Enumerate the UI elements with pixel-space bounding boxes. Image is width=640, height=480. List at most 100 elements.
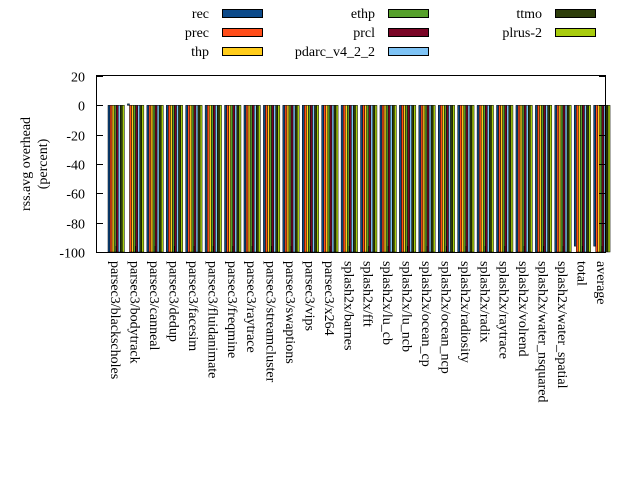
bar-ttmo-parsec3-x264 — [333, 105, 337, 253]
bar-rec-splash2x-radiosity — [457, 105, 460, 253]
bar-plrus-2-splash2x-water-spatial — [568, 105, 572, 253]
legend-swatch — [388, 9, 429, 18]
bar-plrus-2-parsec3-freqmine — [238, 105, 242, 253]
bar-pdarc_v4_2_2-parsec3-swaptions — [292, 105, 296, 253]
bar-prec-splash2x-fft — [362, 105, 365, 253]
x-tick-label: average — [593, 261, 608, 305]
bar-ttmo-parsec3-streamcluster — [275, 105, 279, 253]
bar-ethp-parsec3-blackscholes — [113, 105, 117, 253]
bar-rec-splash2x-fft — [360, 105, 363, 253]
x-tick-label: parsec3/blackscholes — [107, 261, 122, 379]
bar-plrus-2-splash2x-raytrace — [510, 105, 514, 253]
bar-prcl-splash2x-water-spatial — [562, 105, 566, 253]
bar-ethp-total — [580, 105, 583, 253]
bar-prcl-parsec3-x264 — [329, 105, 333, 253]
bar-prcl-splash2x-ocean-ncp — [446, 105, 449, 253]
bar-ttmo-parsec3-bodytrack — [139, 105, 143, 253]
bar-prcl-parsec3-raytrace — [251, 105, 255, 253]
bar-pdarc_v4_2_2-parsec3-freqmine — [234, 105, 238, 253]
bar-thp-parsec3-bodytrack — [131, 105, 134, 253]
bar-prcl-parsec3-fluidanimate — [213, 105, 216, 253]
bar-ethp-splash2x-volrend — [521, 105, 525, 253]
bar-prec-parsec3-swaptions — [284, 105, 288, 253]
bar-prec-splash2x-radiosity — [459, 105, 463, 253]
bar-pdarc_v4_2_2-splash2x-ocean-ncp — [448, 105, 451, 253]
bar-plrus-2-splash2x-ocean-ncp — [452, 105, 455, 253]
bar-pdarc_v4_2_2-splash2x-raytrace — [506, 105, 510, 253]
bar-plrus-2-parsec3-raytrace — [258, 105, 261, 253]
y-tick-label: -100 — [59, 247, 85, 262]
bar-thp-splash2x-barnes — [344, 105, 348, 253]
x-tick-label: splash2x/ocean_ncp — [437, 261, 452, 374]
bar-pdarc_v4_2_2-parsec3-blackscholes — [118, 105, 121, 253]
bar-ethp-parsec3-freqmine — [230, 105, 234, 253]
bar-ethp-splash2x-water-spatial — [560, 105, 564, 253]
y-tick-label: 20 — [71, 71, 85, 86]
bar-prec-average — [595, 105, 599, 253]
x-axis: parsec3/blackscholes parsec3/bodytrack par… — [107, 246, 608, 403]
bar-ttmo-parsec3-raytrace — [256, 105, 259, 253]
bar-ttmo-splash2x-radix — [489, 105, 492, 253]
bar-ethp-parsec3-streamcluster — [269, 105, 272, 253]
bar-ethp-parsec3-bodytrack — [133, 105, 136, 253]
bar-ttmo-parsec3-freqmine — [236, 105, 240, 253]
bar-prcl-splash2x-ocean-cp — [426, 105, 430, 253]
x-tick-label: parsec3/x264 — [321, 261, 336, 336]
bar-prcl-splash2x-barnes — [349, 105, 352, 253]
x-tick-label: parsec3/streamcluster — [263, 261, 278, 383]
bar-plrus-2-average — [607, 105, 611, 253]
bar-ttmo-splash2x-volrend — [528, 105, 531, 253]
bar-thp-parsec3-streamcluster — [267, 105, 270, 253]
bar-thp-parsec3-swaptions — [286, 105, 290, 253]
bar-ethp-splash2x-ocean-ncp — [444, 105, 447, 253]
bar-pdarc_v4_2_2-parsec3-vips — [312, 105, 315, 253]
bar-thp-splash2x-ocean-ncp — [442, 105, 445, 253]
bar-ethp-splash2x-water-nsquared — [541, 105, 544, 253]
x-tick-label: splash2x/ocean_cp — [418, 261, 433, 367]
bar-rec-parsec3-canneal — [146, 105, 150, 253]
y-axis-label-line-1: rss.avg overhead — [19, 117, 34, 211]
bar-rec-parsec3-vips — [302, 105, 305, 253]
legend-label: thp — [191, 45, 209, 60]
bar-ttmo-splash2x-lu-ncb — [411, 105, 415, 253]
bar-prcl-parsec3-dedup — [174, 105, 177, 253]
bar-prec-splash2x-volrend — [517, 105, 521, 253]
bar-prec-parsec3-dedup — [168, 105, 171, 253]
bar-plrus-2-splash2x-lu-cb — [394, 105, 397, 253]
bar-plrus-2-parsec3-facesim — [199, 105, 203, 253]
bar-thp-parsec3-x264 — [325, 105, 329, 253]
bar-pdarc_v4_2_2-parsec3-x264 — [331, 105, 335, 253]
bar-plrus-2-parsec3-fluidanimate — [219, 105, 222, 253]
legend-swatch — [222, 47, 263, 56]
bar-plrus-2-splash2x-barnes — [355, 105, 358, 253]
bar-rec-splash2x-water-nsquared — [535, 105, 538, 253]
bar-prcl-parsec3-blackscholes — [115, 105, 119, 253]
legend-label: ttmo — [516, 7, 542, 22]
bar-pdarc_v4_2_2-total — [584, 105, 587, 253]
bar-prec-parsec3-streamcluster — [265, 105, 268, 253]
bar-ttmo-average — [605, 105, 609, 253]
legend-swatch — [555, 28, 596, 37]
bar-ethp-parsec3-canneal — [152, 105, 156, 253]
bar-prcl-splash2x-water-nsquared — [543, 105, 546, 253]
bar-plrus-2-parsec3-streamcluster — [277, 105, 281, 253]
legend-swatch — [555, 9, 596, 18]
bar-pdarc_v4_2_2-parsec3-facesim — [195, 105, 199, 253]
x-tick-label: total — [573, 261, 588, 286]
y-tick-label: -80 — [66, 218, 85, 233]
bar-prec-parsec3-canneal — [148, 105, 152, 253]
bar-ttmo-parsec3-fluidanimate — [217, 105, 220, 253]
bar-ethp-splash2x-ocean-cp — [424, 105, 428, 253]
bar-thp-parsec3-blackscholes — [111, 105, 115, 253]
legend-label: ethp — [351, 7, 375, 22]
bar-prcl-parsec3-swaptions — [290, 105, 294, 253]
bar-rec-parsec3-fluidanimate — [204, 105, 208, 253]
bar-ttmo-parsec3-swaptions — [294, 105, 298, 253]
bar-thp-splash2x-ocean-cp — [422, 105, 426, 253]
x-tick-label: parsec3/raytrace — [243, 261, 258, 353]
bar-thp-splash2x-water-spatial — [558, 105, 562, 253]
bar-rec-parsec3-streamcluster — [263, 105, 266, 253]
y-tick-label: -40 — [66, 159, 85, 174]
bar-thp-splash2x-fft — [364, 105, 367, 253]
legend-swatch — [222, 28, 263, 37]
